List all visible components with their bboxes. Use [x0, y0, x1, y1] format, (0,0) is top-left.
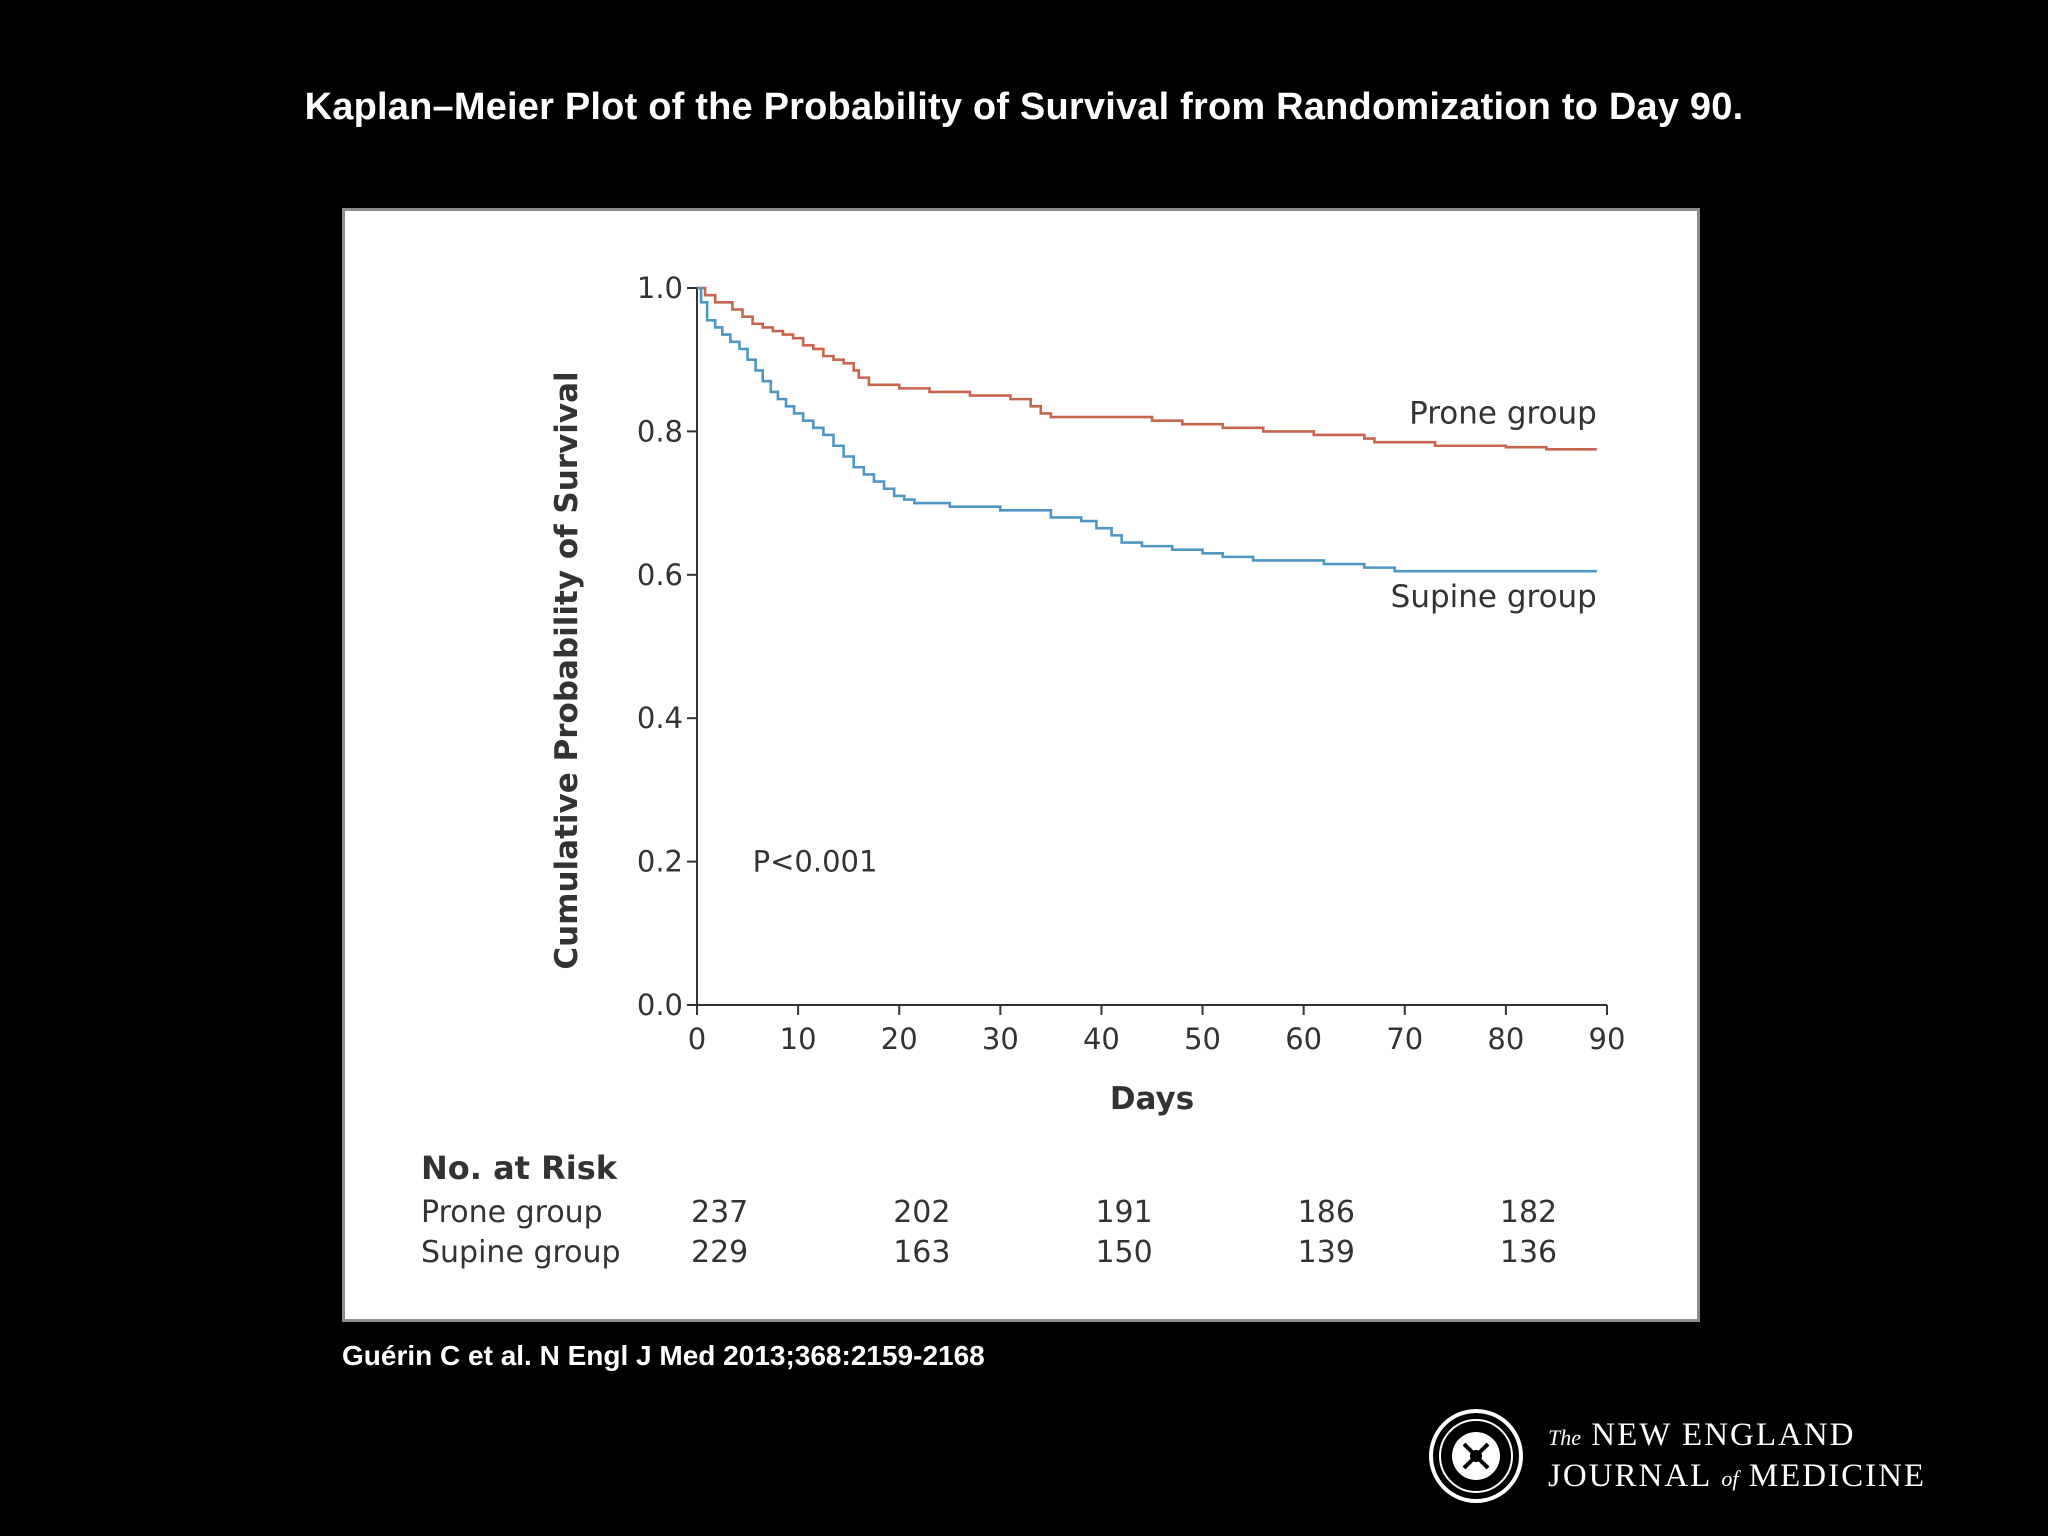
series-line-supine-group [697, 286, 1597, 573]
logo-new-england: NEW ENGLAND [1591, 1417, 1856, 1453]
at-risk-row-label: Supine group [421, 1235, 621, 1270]
logo-the: The [1548, 1425, 1581, 1450]
x-tick-label: 50 [1184, 1022, 1221, 1056]
at-risk-heading: No. at Risk [421, 1149, 618, 1187]
citation: Guérin C et al. N Engl J Med 2013;368:21… [342, 1340, 985, 1371]
p-value-annotation: P<0.001 [753, 845, 878, 879]
at-risk-value: 136 [1500, 1235, 1557, 1270]
at-risk-row-label: Prone group [421, 1195, 603, 1230]
nejm-wordmark: The NEW ENGLAND JOURNAL of MEDICINE [1548, 1416, 1926, 1498]
x-tick-label: 80 [1487, 1022, 1524, 1056]
y-tick-label: 1.0 [637, 271, 683, 305]
at-risk-value: 229 [691, 1235, 748, 1270]
figure-panel: 0.0 0.2 0.4 0.6 0.8 1.0 0 10 20 30 40 50 60 70 80 90 Day… [342, 208, 1700, 1322]
series-line-prone-group [697, 286, 1597, 451]
at-risk-value: 150 [1095, 1235, 1152, 1270]
x-tick-label: 0 [688, 1022, 706, 1056]
x-tick-label: 70 [1386, 1022, 1423, 1056]
y-tick-label: 0.2 [637, 845, 683, 879]
x-tick-label: 30 [982, 1022, 1019, 1056]
logo-journal: JOURNAL [1548, 1458, 1712, 1494]
series-label-supine-group: Supine group [1391, 579, 1597, 615]
logo-of: of [1721, 1466, 1739, 1491]
slide-title: Kaplan–Meier Plot of the Probability of … [304, 86, 1744, 128]
nejm-logo: The NEW ENGLAND JOURNAL of MEDICINE [1428, 1408, 2038, 1504]
at-risk-value: 237 [691, 1195, 748, 1230]
at-risk-value: 191 [1095, 1195, 1152, 1230]
at-risk-value: 186 [1298, 1195, 1355, 1230]
km-chart: 0.0 0.2 0.4 0.6 0.8 1.0 0 10 20 30 40 50 60 70 80 90 Day… [421, 271, 1626, 1270]
x-tick-label: 20 [881, 1022, 918, 1056]
x-tick-label: 10 [780, 1022, 817, 1056]
nejm-seal-icon [1429, 1409, 1523, 1503]
y-tick-label: 0.0 [637, 988, 683, 1022]
logo-medicine: MEDICINE [1748, 1458, 1927, 1494]
x-tick-label: 40 [1083, 1022, 1120, 1056]
y-tick-label: 0.8 [637, 414, 683, 448]
at-risk-value: 202 [893, 1195, 950, 1230]
at-risk-value: 163 [893, 1235, 950, 1270]
at-risk-value: 182 [1500, 1195, 1557, 1230]
y-tick-label: 0.6 [637, 558, 683, 592]
at-risk-value: 139 [1298, 1235, 1355, 1270]
y-tick-label: 0.4 [637, 701, 683, 735]
x-axis-label: Days [1110, 1081, 1194, 1117]
series-label-prone-group: Prone group [1409, 395, 1597, 431]
y-axis-label: Cumulative Probability of Survival [549, 371, 585, 969]
x-tick-label: 60 [1285, 1022, 1322, 1056]
x-tick-label: 90 [1589, 1022, 1626, 1056]
